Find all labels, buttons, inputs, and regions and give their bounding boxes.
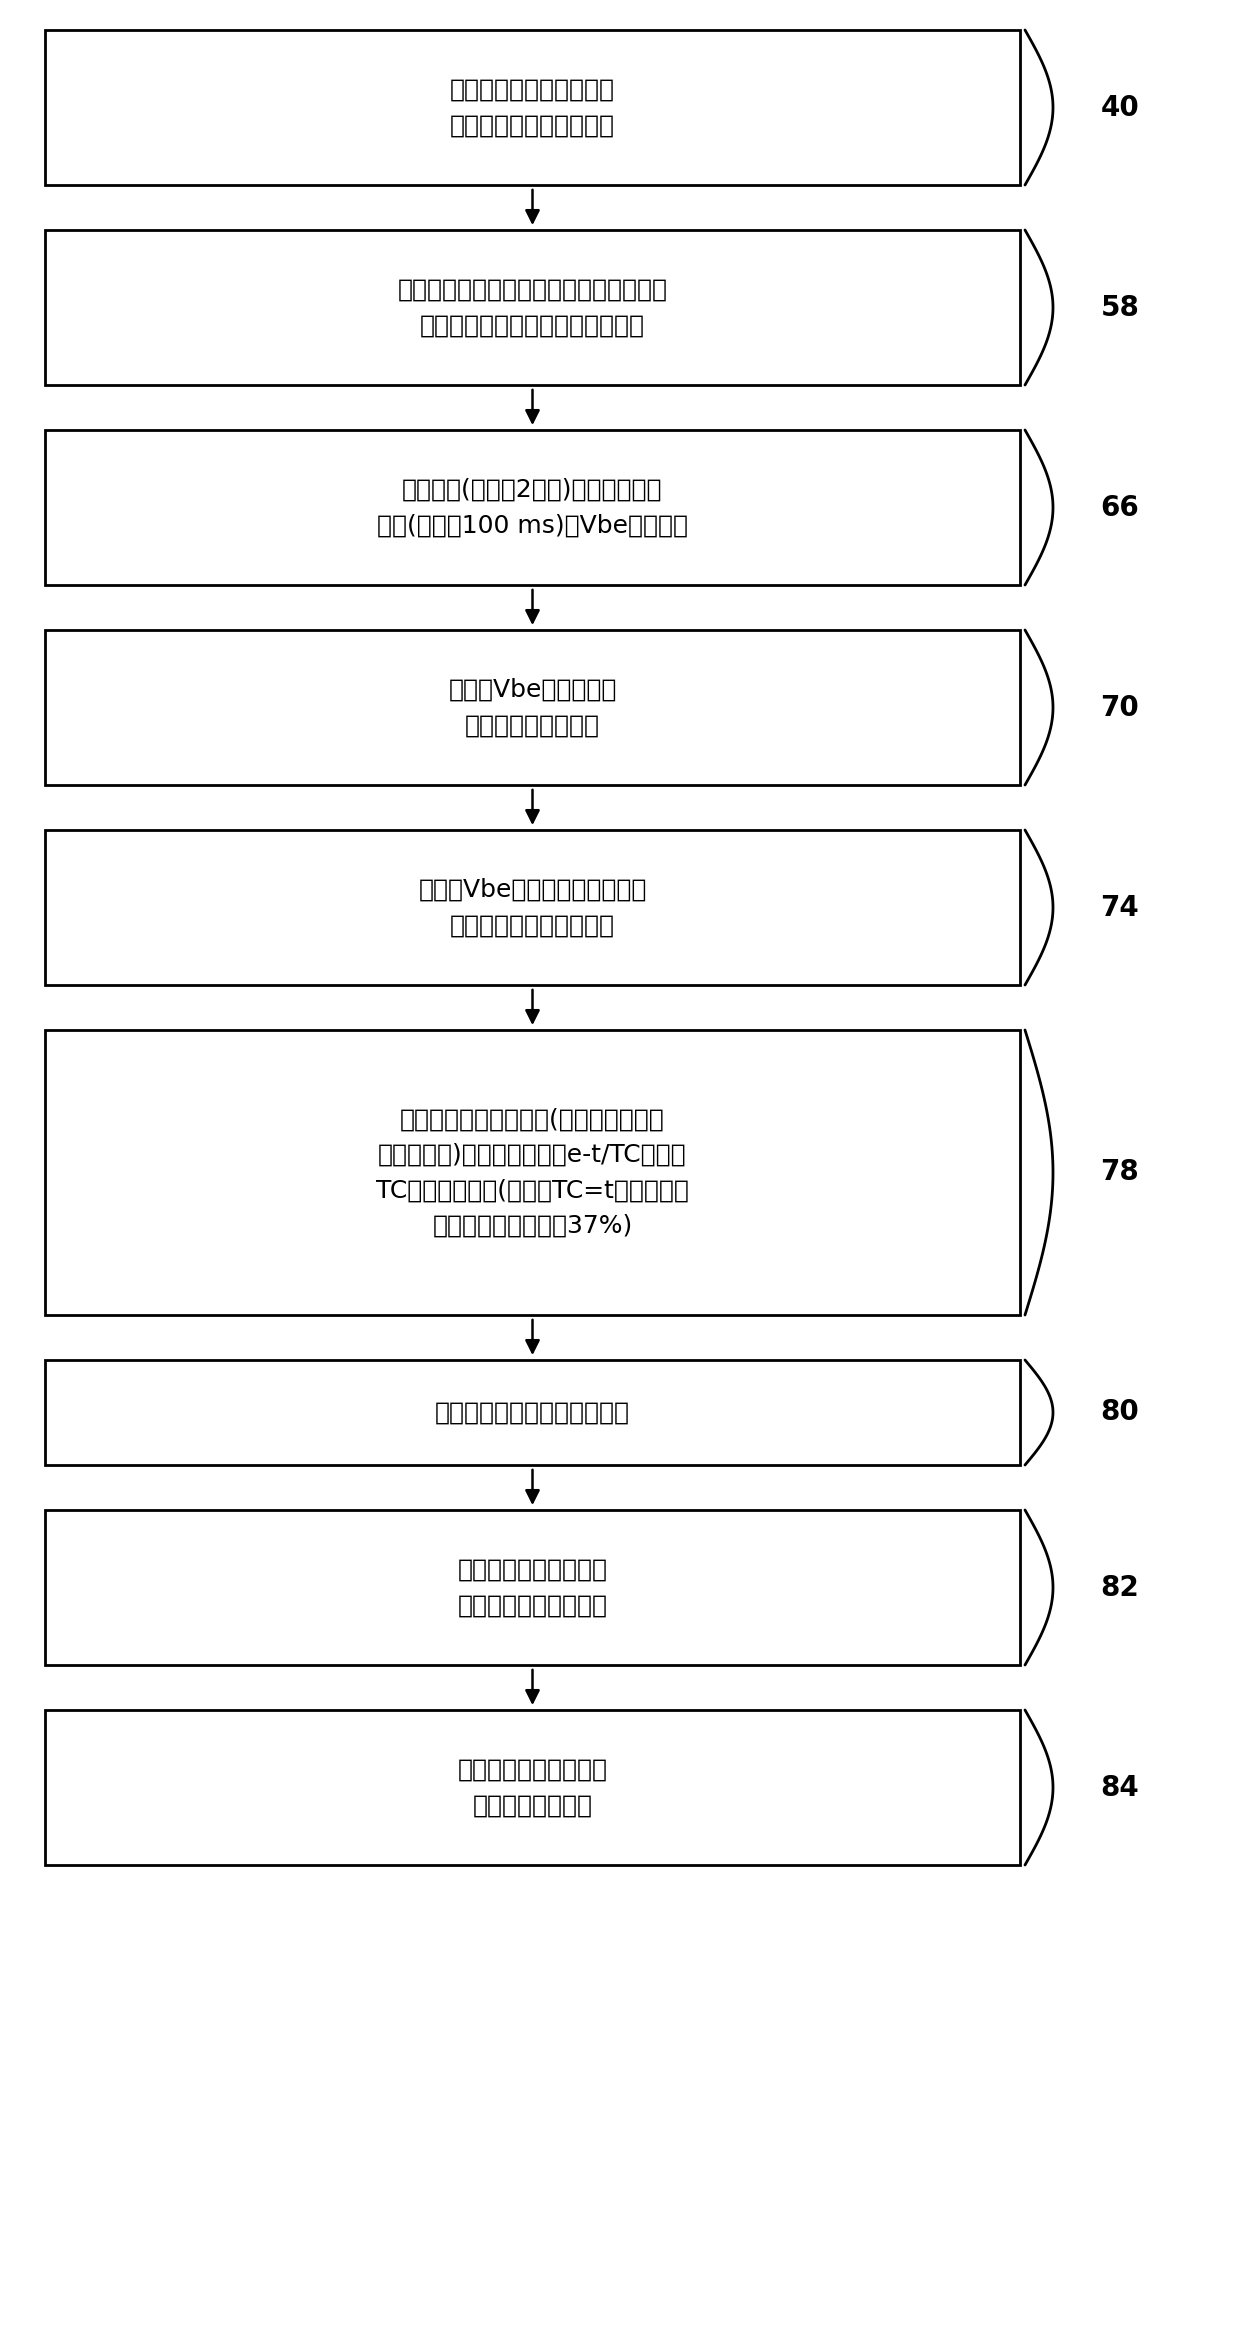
Text: 84: 84 — [1101, 1774, 1140, 1802]
Bar — [45, 230, 1021, 384]
Text: 从最佳拟合曲线计算时间常数: 从最佳拟合曲线计算时间常数 — [435, 1401, 630, 1425]
Text: 将电力施加到晶体管持续
一定时间，接着移除电力: 将电力施加到晶体管持续 一定时间，接着移除电力 — [450, 77, 615, 137]
Text: 82: 82 — [1101, 1574, 1140, 1602]
Text: 晶体管温度升高到峰值温度，接着依据空
气流速以指数式衰减速度开始冷却: 晶体管温度升高到峰值温度，接着依据空 气流速以指数式衰减速度开始冷却 — [398, 277, 667, 338]
Text: 将模拟Vbe测量值转换
为数字代码以供处理: 将模拟Vbe测量值转换 为数字代码以供处理 — [449, 677, 616, 738]
Text: 在一周期(例如，2分钟)内以固定时间
间隔(例如，100 ms)对Vbe进行取样: 在一周期(例如，2分钟)内以固定时间 间隔(例如，100 ms)对Vbe进行取样 — [377, 477, 688, 538]
Bar — [45, 1360, 1021, 1464]
Text: 74: 74 — [1101, 894, 1140, 922]
Text: 将数字Vbe测量值转换为等效结
温度以建立温度衰减曲线: 将数字Vbe测量值转换为等效结 温度以建立温度衰减曲线 — [418, 878, 647, 938]
Bar — [45, 1029, 1021, 1315]
Text: 58: 58 — [1101, 293, 1140, 321]
Text: 78: 78 — [1101, 1159, 1140, 1187]
Text: 40: 40 — [1101, 93, 1140, 121]
Bar — [45, 1511, 1021, 1665]
Text: 执行最佳拟合曲线分析(例如，使用最小
二乘法方法)，其中衰减近似e-t/TC，其中
TC是热时间常数(即，当TC=t时，温度已
下降到峰值温度的约37%): 执行最佳拟合曲线分析(例如，使用最小 二乘法方法)，其中衰减近似e-t/TC，其… — [376, 1108, 689, 1238]
Text: 如果空气流低于阈值，
那么发布警报信号: 如果空气流低于阈值， 那么发布警报信号 — [458, 1758, 608, 1818]
Text: 使用预定的查找表使时
间常数等同于空气流速: 使用预定的查找表使时 间常数等同于空气流速 — [458, 1557, 608, 1618]
Bar — [45, 631, 1021, 785]
Text: 80: 80 — [1101, 1399, 1140, 1427]
Bar — [45, 30, 1021, 184]
Text: 66: 66 — [1101, 494, 1140, 521]
Bar — [45, 431, 1021, 584]
Bar — [45, 1711, 1021, 1865]
Text: 70: 70 — [1101, 694, 1140, 722]
Bar — [45, 831, 1021, 985]
